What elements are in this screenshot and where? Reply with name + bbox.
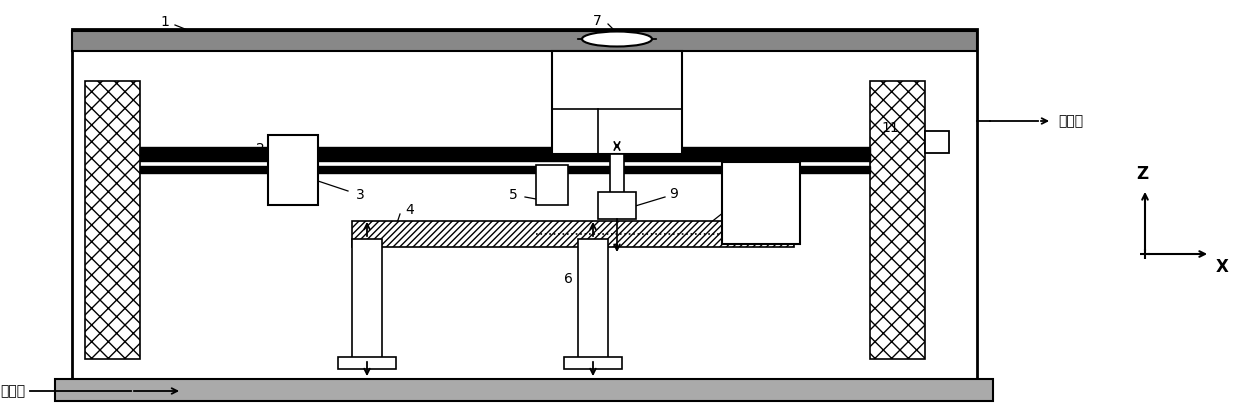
Text: 7: 7: [593, 14, 601, 28]
Text: 4: 4: [405, 203, 414, 217]
Text: 9: 9: [670, 187, 678, 201]
Bar: [140, 147, 870, 161]
Text: 10: 10: [742, 190, 759, 204]
Text: 保护气: 保护气: [1058, 114, 1083, 128]
Bar: [268, 135, 317, 205]
Circle shape: [279, 163, 311, 195]
Bar: [55, 379, 993, 401]
Bar: [722, 162, 800, 244]
Text: 2: 2: [255, 142, 264, 156]
Bar: [86, 81, 140, 359]
Bar: [536, 165, 568, 205]
Bar: [578, 239, 608, 359]
Bar: [564, 357, 622, 369]
Text: 1: 1: [160, 15, 170, 29]
Bar: [870, 81, 925, 359]
Bar: [72, 29, 977, 381]
Text: 保护气: 保护气: [0, 384, 25, 398]
Bar: [610, 154, 624, 194]
Bar: [339, 357, 396, 369]
Text: 8: 8: [672, 133, 681, 147]
Text: 3: 3: [356, 188, 365, 202]
Ellipse shape: [582, 31, 652, 47]
Bar: [598, 192, 636, 219]
Text: Z: Z: [1136, 165, 1148, 183]
Bar: [352, 239, 382, 359]
Bar: [140, 166, 870, 173]
Bar: [352, 221, 794, 247]
Bar: [552, 51, 682, 154]
Text: 6: 6: [563, 272, 573, 286]
Text: 11: 11: [882, 121, 899, 135]
Bar: [72, 31, 977, 51]
Text: X: X: [1216, 258, 1229, 276]
Bar: [925, 131, 949, 153]
Text: 5: 5: [508, 188, 517, 202]
